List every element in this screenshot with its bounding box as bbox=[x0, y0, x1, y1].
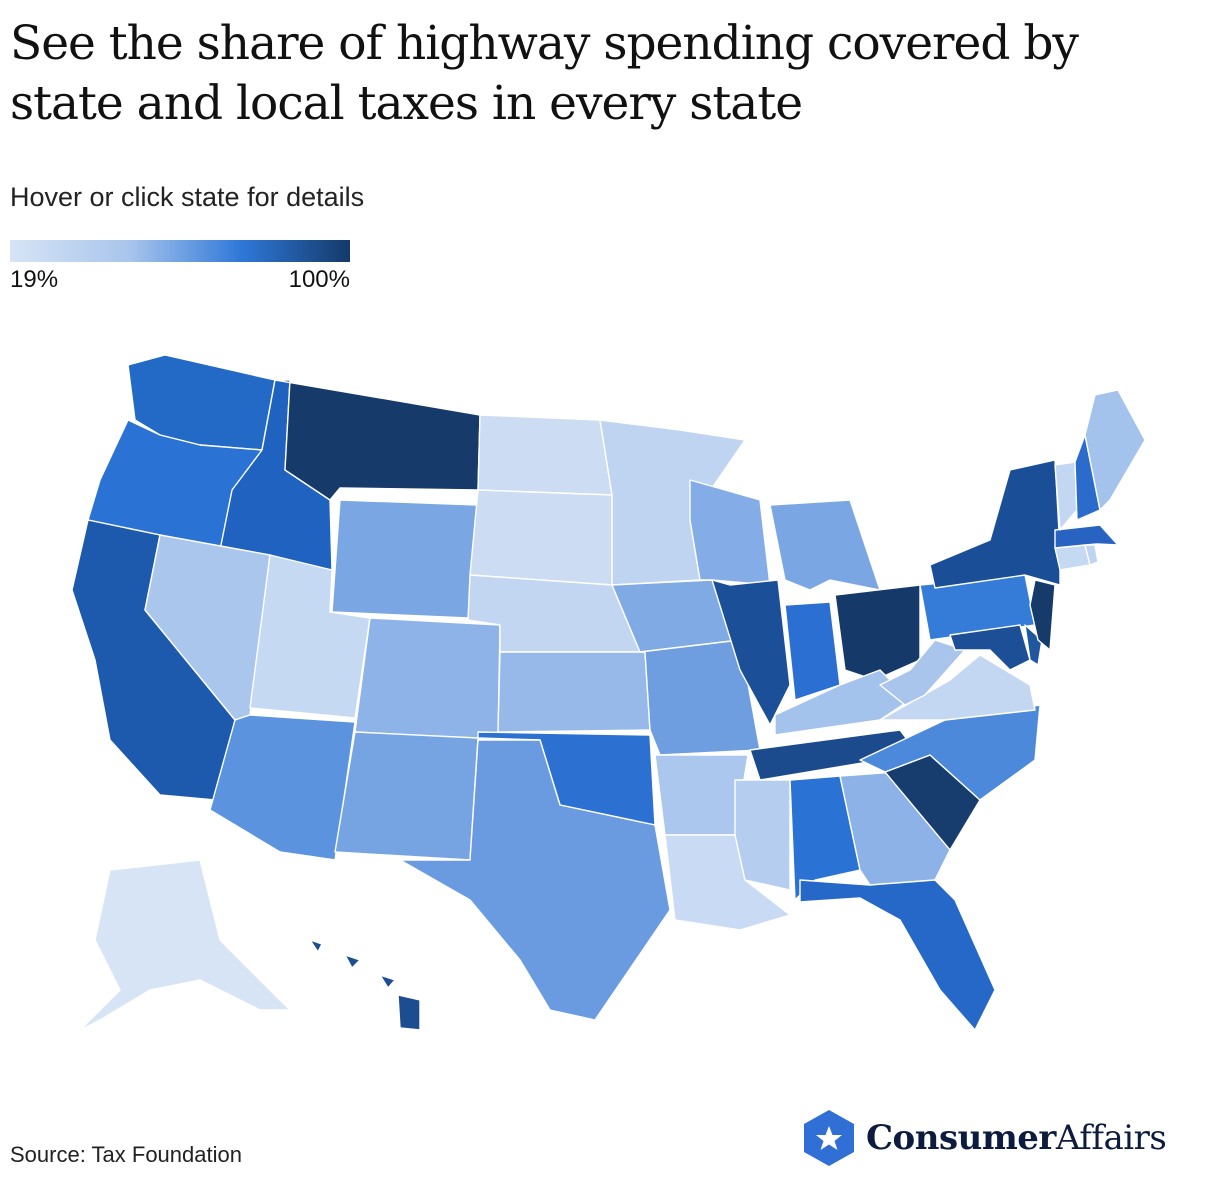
state-florida[interactable]: Florida bbox=[799, 879, 996, 1031]
brand-logo: ConsumerAffairs bbox=[802, 1108, 1167, 1168]
state-north-dakota[interactable]: North Dakota bbox=[477, 414, 613, 496]
state-shapes: WashingtonOregonCaliforniaIdahoNevadaMon… bbox=[71, 354, 1146, 1031]
state-wyoming[interactable]: Wyoming bbox=[331, 499, 479, 619]
brand-name: ConsumerAffairs bbox=[866, 1118, 1167, 1158]
state-indiana[interactable]: Indiana bbox=[784, 601, 841, 701]
state-new-mexico[interactable]: New Mexico bbox=[334, 731, 479, 861]
state-maryland[interactable]: Maryland bbox=[949, 624, 1031, 671]
state-new-york[interactable]: New York bbox=[929, 459, 1061, 589]
legend-labels: 19% 100% bbox=[10, 266, 350, 294]
color-legend: 19% 100% bbox=[10, 240, 350, 294]
state-south-dakota[interactable]: South Dakota bbox=[469, 489, 613, 586]
page-title: See the share of highway spending covere… bbox=[10, 16, 1079, 131]
state-ohio[interactable]: Ohio bbox=[834, 584, 921, 681]
legend-min-label: 19% bbox=[10, 266, 59, 293]
state-alaska[interactable]: Alaska bbox=[79, 859, 291, 1031]
star-hexagon-icon bbox=[804, 1110, 854, 1166]
state-texas[interactable]: Texas bbox=[399, 739, 671, 1021]
state-michigan[interactable]: Michigan bbox=[769, 499, 881, 591]
state-massachusetts[interactable]: Massachusetts bbox=[1054, 524, 1119, 549]
state-kansas[interactable]: Kansas bbox=[497, 651, 651, 733]
source-note: Source: Tax Foundation bbox=[10, 1142, 242, 1167]
state-arizona[interactable]: Arizona bbox=[209, 714, 356, 861]
state-alabama[interactable]: Alabama bbox=[789, 775, 861, 901]
state-hawaii[interactable]: Hawaii bbox=[309, 939, 421, 1031]
state-illinois[interactable]: Illinois bbox=[711, 579, 791, 726]
state-arkansas[interactable]: Arkansas bbox=[654, 754, 749, 836]
brand-name-bold: Consumer bbox=[866, 1118, 1056, 1158]
state-new-jersey[interactable]: New Jersey bbox=[1029, 579, 1056, 651]
brand-name-regular: Affairs bbox=[1055, 1118, 1167, 1158]
state-montana[interactable]: Montana bbox=[274, 379, 481, 501]
state-wisconsin[interactable]: Wisconsin bbox=[689, 479, 771, 586]
state-colorado[interactable]: Colorado bbox=[354, 617, 501, 741]
legend-gradient-bar bbox=[10, 240, 350, 262]
state-maine[interactable]: Maine bbox=[1084, 389, 1146, 511]
subtitle: Hover or click state for details bbox=[10, 182, 365, 212]
us-choropleth-map[interactable]: WashingtonOregonCaliforniaIdahoNevadaMon… bbox=[0, 340, 1220, 1060]
state-connecticut[interactable]: Connecticut bbox=[1054, 544, 1091, 571]
state-mississippi[interactable]: Mississippi bbox=[734, 779, 791, 891]
legend-max-label: 100% bbox=[288, 266, 350, 293]
